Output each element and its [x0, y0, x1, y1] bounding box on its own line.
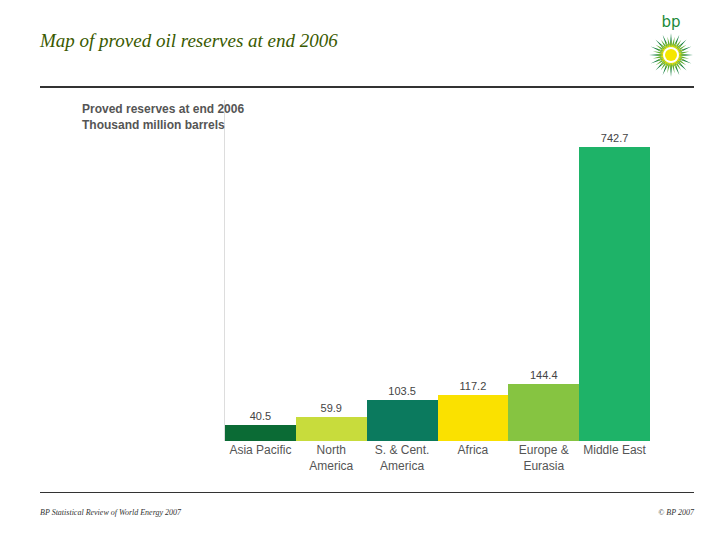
svg-text:103.5: 103.5: [388, 385, 416, 397]
svg-text:117.2: 117.2: [460, 380, 487, 392]
svg-text:Europe &Eurasia: Europe &Eurasia: [519, 443, 569, 473]
html-text:Map of proved oil reserves at: Map of proved oil reserves at end 2006: [40, 30, 338, 51]
svg-text:Proved reserves at end 2006: Proved reserves at end 2006: [82, 102, 244, 116]
svg-text:NorthAmerica: NorthAmerica: [309, 443, 353, 473]
html-text:BP Statistical Review of World: BP Statistical Review of World Energy 20…: [40, 508, 181, 517]
svg-text:59.9: 59.9: [321, 402, 342, 414]
svg-text:144.4: 144.4: [530, 369, 558, 381]
svg-text:Middle East: Middle East: [583, 443, 646, 457]
html-text:© BP 2007: © BP 2007: [658, 508, 694, 517]
svg-text:Africa: Africa: [458, 443, 489, 457]
svg-text:40.5: 40.5: [250, 410, 271, 422]
html-text:bp: bp: [661, 13, 681, 31]
svg-text:Asia Pacific: Asia Pacific: [229, 443, 291, 457]
svg-text:742.7: 742.7: [601, 132, 629, 144]
svg-text:S. & Cent.America: S. & Cent.America: [375, 443, 430, 473]
svg-text:Thousand million barrels: Thousand million barrels: [82, 118, 225, 132]
